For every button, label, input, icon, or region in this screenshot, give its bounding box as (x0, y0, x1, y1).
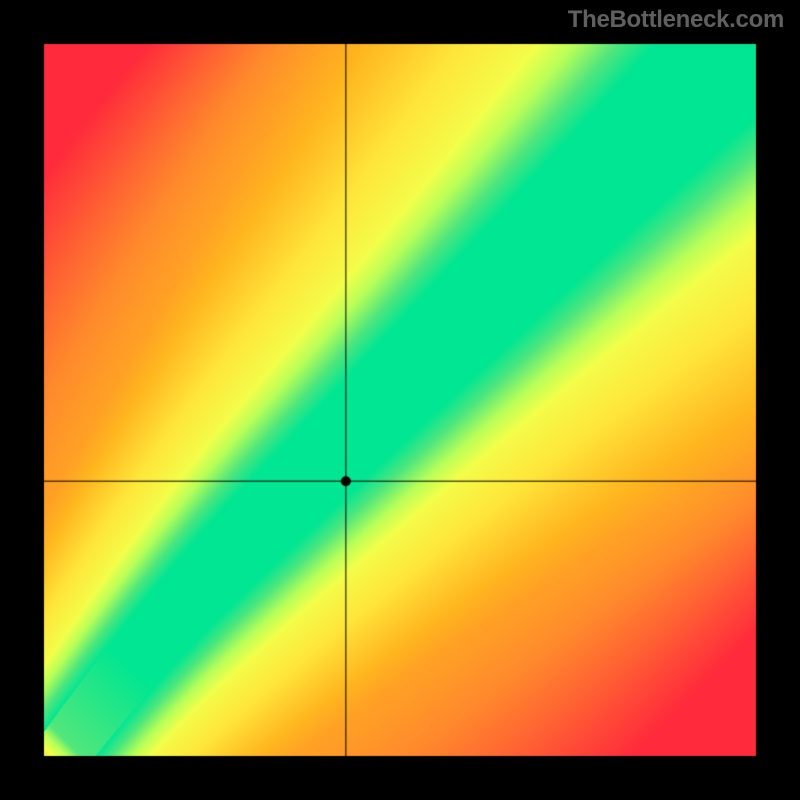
bottleneck-heatmap (0, 0, 800, 800)
watermark-text: TheBottleneck.com (568, 6, 784, 34)
chart-container: TheBottleneck.com (0, 0, 800, 800)
